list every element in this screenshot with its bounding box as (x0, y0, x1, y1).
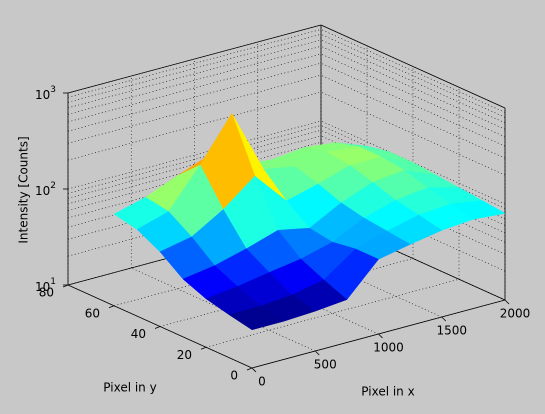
grid-line (131, 267, 316, 352)
y-tick-label: 20 (177, 348, 192, 362)
grid-line (320, 120, 506, 205)
y-axis-label: Pixel in y (103, 381, 156, 395)
x-tick-label: 1500 (436, 324, 467, 338)
z-tick-label: 103 (35, 85, 56, 102)
grid-line (320, 62, 506, 147)
x-tick-label: 0 (258, 375, 266, 389)
y-tick (154, 326, 161, 329)
x-tick (314, 350, 320, 356)
x-axis-label: Pixel in x (361, 385, 414, 399)
z-tick-base: 10 (35, 280, 50, 294)
grid-line (320, 46, 506, 130)
y-tick (108, 305, 115, 309)
surface-cell (228, 305, 285, 331)
grid-line (320, 39, 506, 124)
grid-line (320, 74, 506, 159)
z-tick-base: 10 (35, 88, 50, 102)
x-tick (504, 299, 510, 305)
y-tick-label: 0 (230, 369, 238, 383)
axis-line (67, 24, 322, 94)
z-tick-label: 101 (35, 277, 56, 294)
x-tick (251, 367, 257, 373)
x-tick (378, 333, 383, 339)
y-tick-label: 40 (131, 327, 146, 341)
x-tick-label: 1000 (373, 341, 404, 355)
y-tick (200, 346, 207, 350)
grid-line (320, 53, 506, 138)
grid-line (320, 91, 506, 176)
grid-line (320, 125, 506, 209)
z-tick-label: 102 (35, 181, 56, 198)
x-tick-label: 500 (314, 358, 337, 372)
z-tick-exponent: 2 (50, 181, 56, 191)
grid-line (320, 29, 506, 113)
y-tick-label: 80 (39, 286, 54, 300)
y-tick (246, 367, 253, 371)
y-tick-label: 60 (85, 306, 100, 320)
x-tick-label: 2000 (500, 307, 531, 321)
x-tick (441, 316, 447, 322)
z-axis-label: Intensity [Counts] (17, 136, 31, 243)
z-tick-exponent: 1 (50, 277, 56, 287)
axis-line (320, 24, 506, 109)
z-tick-exponent: 3 (50, 85, 56, 95)
z-tick-base: 10 (35, 184, 50, 198)
grid-line (320, 130, 506, 214)
grid-line (320, 34, 506, 118)
